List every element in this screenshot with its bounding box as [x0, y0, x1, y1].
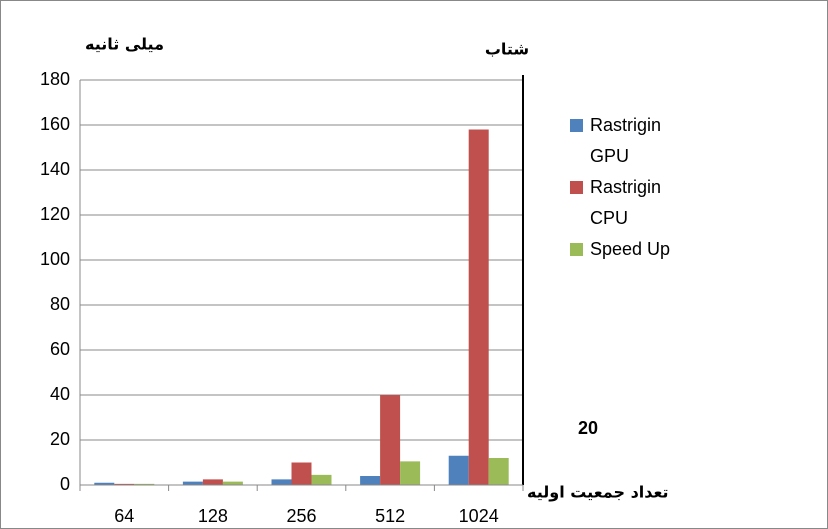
y-tick-label: 0	[60, 474, 70, 494]
bar	[271, 479, 292, 485]
bar	[134, 483, 155, 485]
y2-tick-label: 20	[578, 418, 598, 438]
bar	[468, 129, 489, 485]
y-tick-label: 100	[40, 249, 70, 269]
x-axis-label: تعداد جمعیت اولیه	[527, 483, 669, 502]
y-tick-label: 20	[50, 429, 70, 449]
x-tick-label: 128	[198, 506, 228, 526]
y-tick-label: 140	[40, 159, 70, 179]
legend-swatch	[570, 181, 583, 194]
legend: Rastrigin GPU Rastrigin CPU Speed Up	[570, 110, 682, 265]
x-tick-label: 64	[114, 506, 134, 526]
x-tick-label: 256	[286, 506, 316, 526]
bar	[291, 462, 312, 485]
legend-label: Speed Up	[590, 239, 671, 259]
y-tick-label: 160	[40, 114, 70, 134]
bar	[448, 455, 469, 485]
bar	[182, 481, 203, 485]
legend-label: Rastrigin CPU	[590, 177, 662, 228]
bar	[360, 476, 381, 485]
legend-label: Rastrigin GPU	[590, 115, 662, 166]
y-tick-label: 120	[40, 204, 70, 224]
bar	[222, 481, 243, 485]
y-tick-label: 80	[50, 294, 70, 314]
bar	[311, 474, 332, 485]
y-axis-label: میلی ثانیه	[85, 35, 164, 54]
x-tick-label: 1024	[459, 506, 499, 526]
bar	[94, 482, 115, 485]
x-tick-label: 512	[375, 506, 405, 526]
legend-swatch	[570, 119, 583, 132]
legend-entry: Rastrigin CPU	[570, 172, 682, 234]
y-tick-label: 40	[50, 384, 70, 404]
y-tick-label: 60	[50, 339, 70, 359]
bar	[114, 483, 135, 485]
bar	[380, 395, 401, 485]
bar	[400, 461, 421, 485]
y2-axis-label: شتاب	[485, 40, 529, 59]
y-tick-label: 180	[40, 69, 70, 89]
bar	[488, 458, 509, 485]
legend-swatch	[570, 243, 583, 256]
legend-entry: Speed Up	[570, 234, 682, 265]
bar	[202, 479, 223, 485]
legend-entry: Rastrigin GPU	[570, 110, 682, 172]
